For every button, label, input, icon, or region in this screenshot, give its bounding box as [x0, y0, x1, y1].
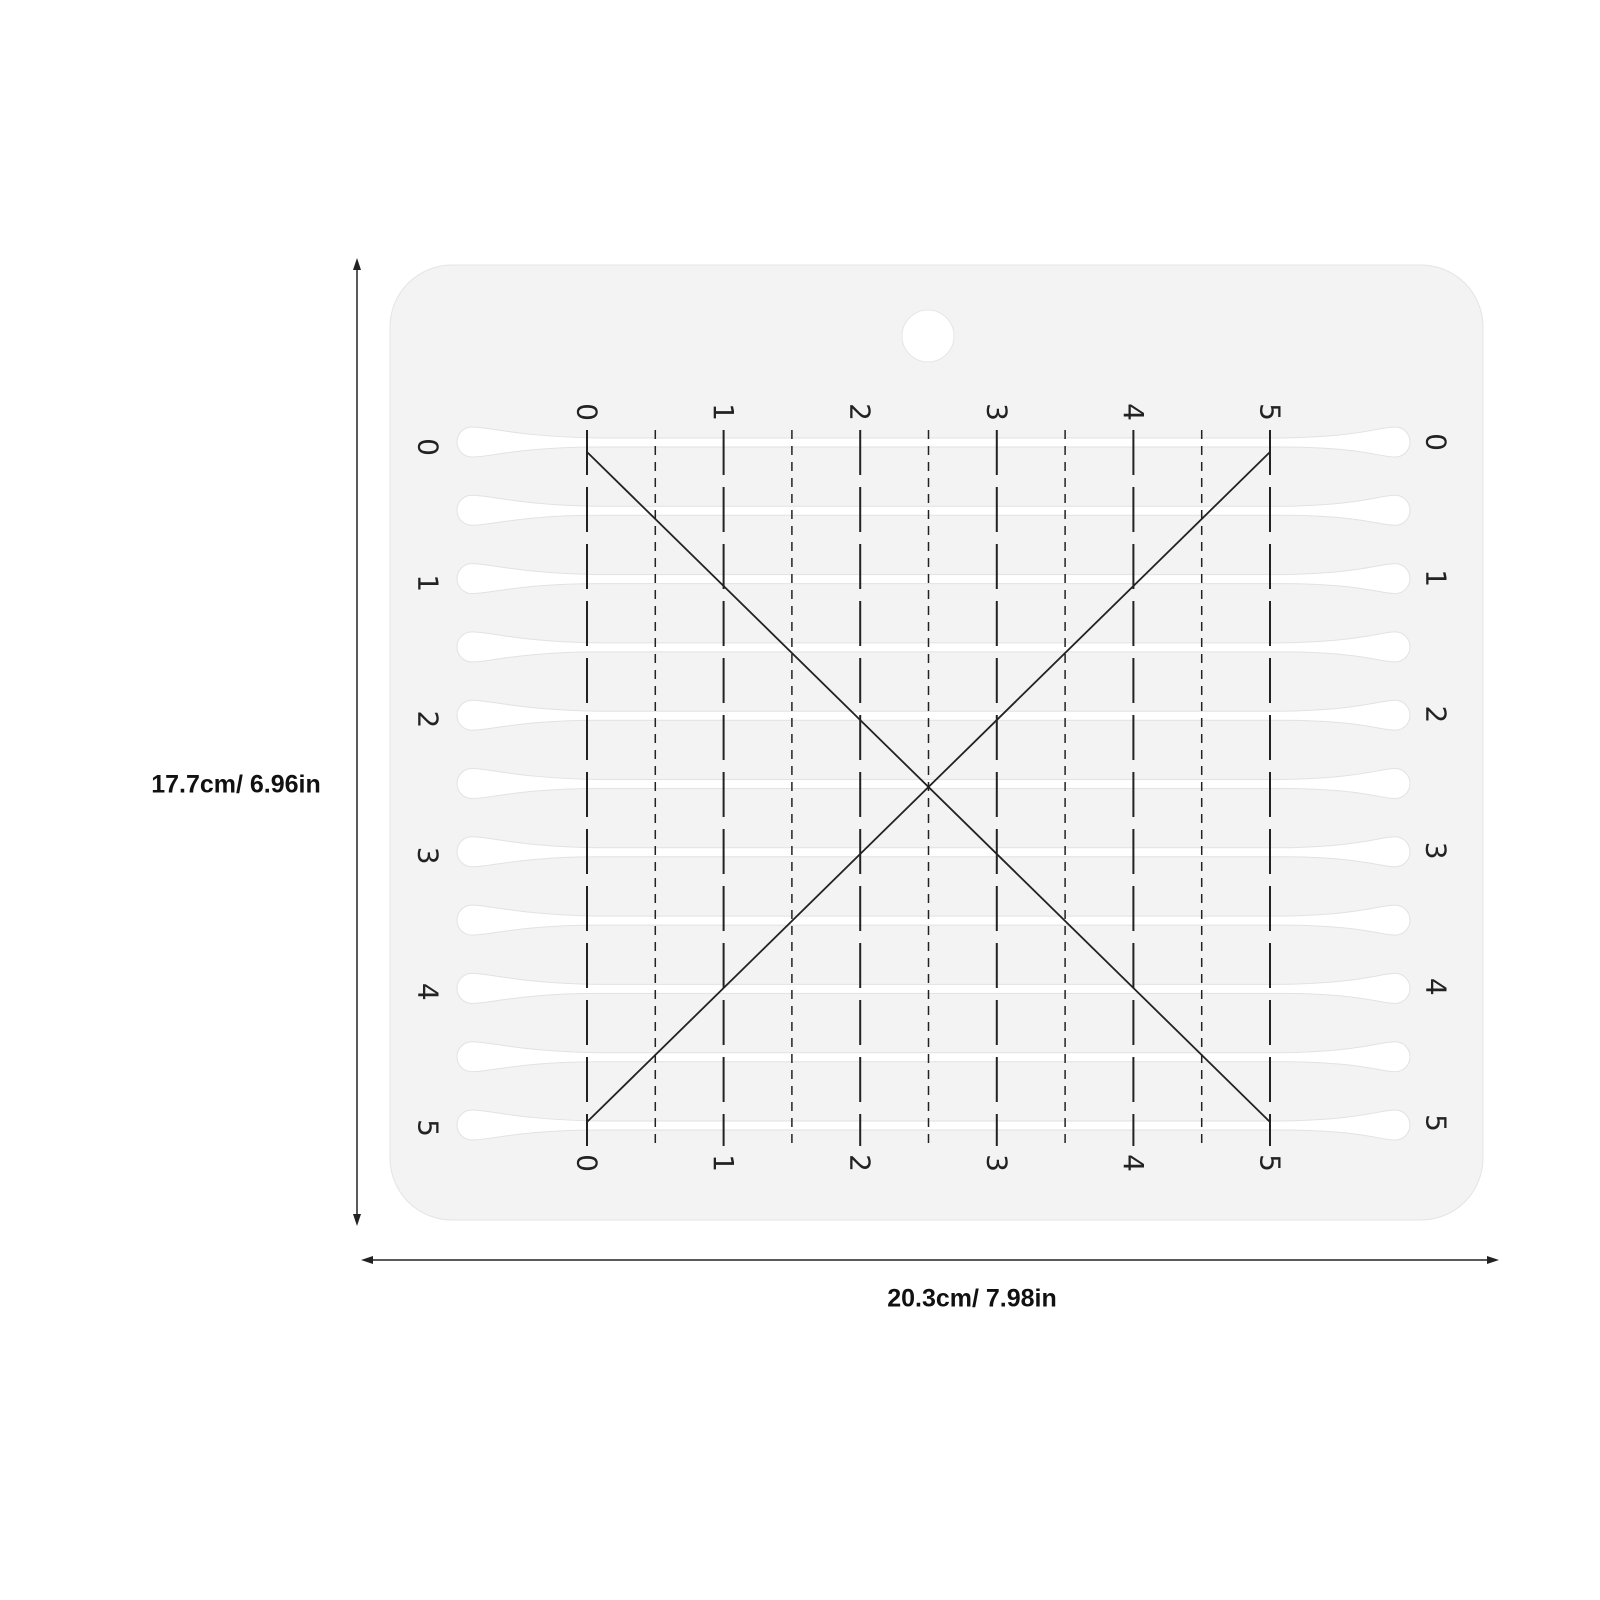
right-scale-label: 2: [1420, 705, 1453, 723]
height-dimension-label: 17.7cm/ 6.96in: [151, 770, 321, 799]
left-scale-label: 2: [412, 710, 445, 728]
sewing-slot: [456, 426, 1411, 458]
left-scale-label: 4: [412, 983, 445, 1001]
top-scale-label: 0: [571, 403, 604, 421]
left-scale-label: 5: [412, 1119, 445, 1137]
arrow-down-icon: [353, 1214, 361, 1226]
left-scale-label: 3: [412, 847, 445, 865]
left-scale-label: 1: [412, 574, 445, 592]
sewing-slot: [456, 494, 1411, 526]
width-dimension-label: 20.3cm/ 7.98in: [887, 1284, 1057, 1313]
sewing-slot: [456, 699, 1411, 731]
sewing-slot: [456, 631, 1411, 663]
bottom-scale-label: 3: [980, 1154, 1013, 1172]
sewing-slot: [456, 904, 1411, 936]
sewing-slot: [456, 836, 1411, 868]
top-scale-label: 5: [1254, 403, 1287, 421]
right-scale-label: 4: [1420, 978, 1453, 996]
hanging-hole: [901, 309, 955, 363]
right-scale-label: 1: [1420, 569, 1453, 587]
right-scale-label: 3: [1420, 842, 1453, 860]
diagonal-line: [586, 451, 1271, 1123]
right-scale-label: 0: [1420, 433, 1453, 451]
bottom-scale-label: 5: [1254, 1154, 1287, 1172]
bottom-scale-label: 4: [1117, 1154, 1150, 1172]
sewing-slot: [456, 563, 1411, 595]
bottom-scale-label: 1: [707, 1154, 740, 1172]
sewing-slot: [456, 972, 1411, 1004]
sewing-slot: [456, 1041, 1411, 1073]
arrow-left-icon: [361, 1256, 373, 1264]
arrow-right-icon: [1487, 1256, 1499, 1264]
left-scale-label: 0: [412, 438, 445, 456]
top-scale-label: 4: [1117, 403, 1150, 421]
top-scale-label: 3: [980, 403, 1013, 421]
right-scale-label: 5: [1420, 1114, 1453, 1132]
arrow-up-icon: [353, 258, 361, 270]
top-scale-label: 2: [844, 403, 877, 421]
bottom-scale-label: 2: [844, 1154, 877, 1172]
ruler-board: [389, 264, 1484, 1221]
sewing-slot: [456, 767, 1411, 800]
sewing-slot: [456, 1109, 1411, 1141]
top-scale-label: 1: [707, 403, 740, 421]
bottom-scale-label: 0: [571, 1154, 604, 1172]
